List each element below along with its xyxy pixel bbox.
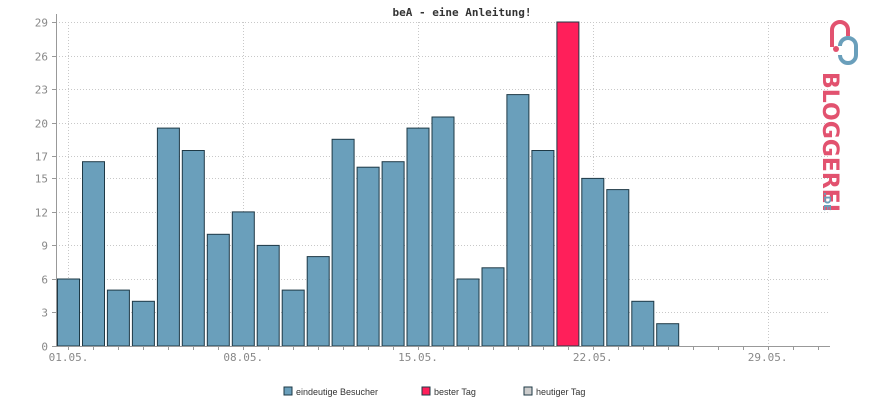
axes: 0 3 6 9 12 15 17 20 23 26 29 01.05. 08.05. 15.05. 22.0… <box>35 14 830 364</box>
bar <box>82 161 105 347</box>
bar <box>481 267 505 347</box>
y-tick-label: 29 <box>35 17 48 30</box>
x-tick-label: 15.05. <box>398 351 438 364</box>
bar <box>106 289 130 347</box>
legend-label: bester Tag <box>434 387 476 397</box>
bar <box>631 300 655 347</box>
bloggerei-logo: BLOGGEREI .DE <box>817 20 858 212</box>
legend: eindeutige Besucher bester Tag heutiger Ta… <box>283 386 585 397</box>
bar <box>331 138 355 347</box>
y-tick-label: 23 <box>35 84 48 97</box>
y-tick-label: 17 <box>35 151 48 164</box>
bar <box>181 150 205 347</box>
bar <box>656 323 680 347</box>
y-tick-label: 6 <box>41 274 48 287</box>
bar <box>131 300 155 347</box>
bar <box>606 189 630 347</box>
y-tick-label: 15 <box>35 173 48 186</box>
bar <box>156 127 180 347</box>
bar <box>431 116 455 347</box>
y-tick-label: 9 <box>41 240 48 253</box>
x-tick-label: 01.05. <box>49 351 89 364</box>
chart-title: beA - eine Anleitung! <box>392 6 531 19</box>
bar <box>506 94 530 347</box>
y-tick-label: 3 <box>41 307 48 320</box>
legend-swatch <box>421 386 431 396</box>
bar <box>581 177 605 347</box>
bar-best-day <box>556 21 580 347</box>
bar <box>306 256 330 347</box>
x-tick-label: 22.05. <box>573 351 613 364</box>
logo-mark-icon <box>830 20 858 65</box>
legend-swatch <box>523 386 533 396</box>
y-tick-label: 12 <box>35 207 48 220</box>
legend-label: heutiger Tag <box>536 387 585 397</box>
logo-domain-suffix: .DE <box>821 192 832 211</box>
legend-label: eindeutige Besucher <box>296 387 378 397</box>
y-tick-label: 0 <box>41 341 48 354</box>
bar <box>57 278 80 347</box>
bar <box>406 127 430 347</box>
bar <box>206 233 230 347</box>
bar <box>256 244 280 347</box>
bar <box>456 278 480 347</box>
legend-swatch <box>283 386 293 396</box>
logo-wordmark: BLOGGEREI <box>817 72 842 212</box>
bar <box>231 211 255 347</box>
bar <box>356 166 380 347</box>
bars <box>57 21 680 347</box>
bar <box>531 150 555 347</box>
x-tick-label: 08.05. <box>223 351 263 364</box>
bar <box>381 161 405 347</box>
bar <box>281 289 305 347</box>
y-tick-label: 26 <box>35 51 48 64</box>
y-tick-label: 20 <box>35 118 48 131</box>
x-tick-label: 29.05. <box>748 351 788 364</box>
